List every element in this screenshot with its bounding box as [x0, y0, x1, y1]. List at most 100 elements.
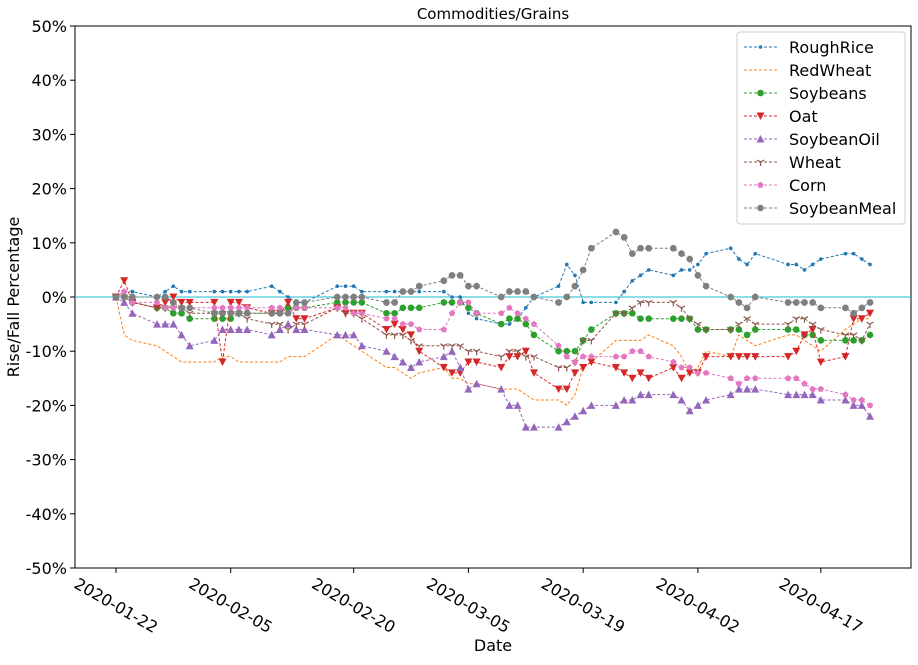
data-point-soybeanoil — [751, 385, 760, 393]
tri-stroke — [751, 321, 756, 325]
data-point-soybeanoil — [816, 396, 825, 404]
data-point-soybeanoil — [456, 363, 465, 371]
tri-stroke — [345, 310, 350, 314]
tri-stroke — [448, 343, 453, 347]
data-point-corn — [801, 380, 808, 387]
data-point-oat — [587, 358, 596, 366]
data-point-corn — [670, 358, 677, 365]
data-point-roughrice — [351, 284, 356, 288]
data-point-roughrice — [630, 278, 635, 283]
data-point-oat — [505, 353, 514, 361]
data-point-soybeanoil — [562, 417, 571, 426]
data-point-wheat — [530, 354, 538, 361]
data-point-soybeans — [227, 315, 235, 322]
legend-item-wheat: Wheat — [744, 153, 841, 172]
legend-label: SoybeanOil — [789, 130, 880, 149]
data-point-soybeans — [391, 309, 398, 317]
data-point-corn — [563, 353, 570, 360]
data-point-wheat — [185, 310, 194, 318]
data-point-soybeanmeal — [235, 310, 243, 317]
data-point-soybeanmeal — [743, 304, 751, 312]
data-point-oat — [226, 298, 235, 307]
data-point-oat — [398, 326, 407, 334]
data-point-soybeans — [645, 315, 653, 322]
data-point-oat — [800, 331, 809, 339]
tri-stroke — [533, 354, 538, 358]
tri-stroke — [612, 310, 617, 314]
data-point-roughrice — [671, 273, 676, 278]
data-point-corn — [735, 380, 742, 387]
data-point-roughrice — [843, 251, 848, 256]
data-point-wheat — [858, 337, 866, 345]
data-point-soybeans — [817, 337, 825, 344]
data-point-corn — [678, 364, 685, 371]
tri-stroke — [579, 337, 584, 341]
data-point-roughrice — [638, 273, 643, 278]
data-point-soybeanmeal — [358, 293, 366, 301]
data-point-soybeanmeal — [112, 293, 120, 301]
tri-stroke — [869, 321, 874, 325]
data-point-corn — [244, 304, 251, 311]
data-point-wheat — [284, 326, 292, 334]
data-point-wheat — [735, 321, 743, 329]
data-point-soybeanmeal — [407, 288, 415, 295]
tri-stroke — [513, 348, 518, 352]
data-point-oat — [530, 369, 538, 377]
tri-stroke — [341, 310, 346, 314]
legend-marker — [756, 112, 765, 120]
data-point-soybeanoil — [275, 325, 284, 333]
tri-stroke — [440, 343, 445, 347]
y-tick-label: -30% — [26, 451, 67, 470]
tri-stroke — [795, 316, 801, 320]
tri-stroke — [858, 337, 863, 341]
data-point-soybeanmeal — [514, 288, 521, 295]
data-point-oat — [743, 353, 752, 361]
data-point-wheat — [669, 299, 678, 307]
data-point-soybeanoil — [693, 401, 702, 409]
data-point-oat — [579, 364, 588, 372]
tri-stroke — [760, 159, 765, 163]
data-point-soybeanmeal — [678, 250, 685, 257]
legend-label: RedWheat — [789, 61, 871, 80]
data-point-soybeanoil — [161, 320, 170, 328]
data-point-soybeanmeal — [219, 310, 226, 317]
tri-stroke — [500, 354, 505, 358]
data-point-oat — [849, 315, 858, 323]
data-point-soybeans — [555, 347, 562, 355]
data-point-soybeanmeal — [842, 304, 849, 312]
data-point-soybeanmeal — [555, 299, 562, 306]
data-point-wheat — [636, 299, 645, 307]
data-point-corn — [522, 315, 529, 322]
data-point-soybeanmeal — [752, 293, 759, 301]
data-point-oat — [185, 298, 194, 307]
data-point-wheat — [267, 321, 276, 329]
data-point-soybeanmeal — [161, 293, 169, 301]
legend-label: RoughRice — [789, 38, 874, 57]
data-point-roughrice — [245, 289, 249, 294]
data-point-soybeanoil — [579, 406, 588, 415]
tri-stroke — [358, 316, 363, 320]
data-point-soybeanoil — [497, 385, 506, 393]
tri-stroke — [792, 316, 797, 320]
tri-stroke — [746, 316, 751, 320]
data-point-oat — [521, 347, 530, 356]
tri-stroke — [530, 354, 535, 358]
data-point-soybeanmeal — [588, 245, 595, 252]
data-point-corn — [506, 304, 513, 311]
data-point-soybeans — [407, 304, 415, 312]
data-point-roughrice — [343, 284, 348, 288]
data-point-soybeans — [850, 337, 857, 344]
data-point-soybeans — [751, 326, 759, 333]
data-point-roughrice — [868, 262, 872, 267]
data-point-soybeanmeal — [465, 282, 472, 290]
data-point-corn — [391, 315, 398, 322]
tri-stroke — [415, 343, 420, 347]
data-point-wheat — [800, 316, 809, 323]
tri-stroke — [861, 337, 866, 341]
y-tick-label: 30% — [31, 125, 67, 144]
data-point-soybeans — [465, 304, 472, 312]
x-tick-label: 2020-02-05 — [186, 574, 276, 637]
tri-stroke — [743, 316, 748, 320]
x-tick-label: 2020-03-05 — [423, 574, 513, 637]
data-point-corn — [235, 304, 243, 311]
